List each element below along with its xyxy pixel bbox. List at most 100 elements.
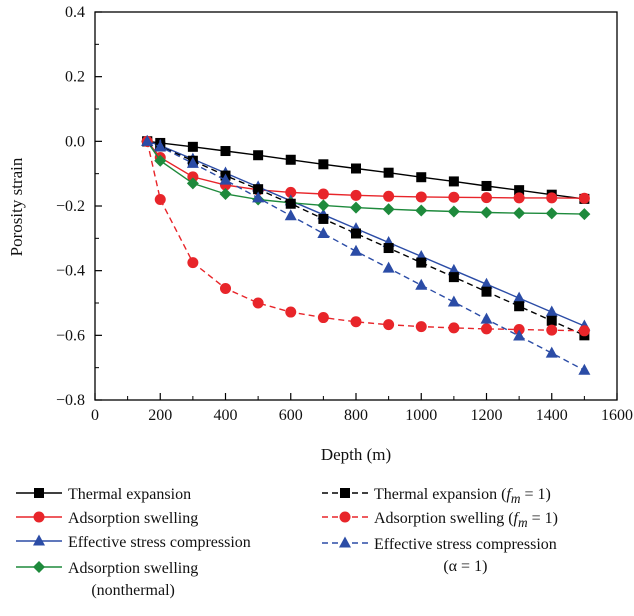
data-point-triangle bbox=[339, 536, 351, 548]
legend-label: Adsorption swelling (nonthermal) bbox=[68, 558, 198, 602]
legend: Thermal expansion Adsorption swelling Ef… bbox=[0, 478, 634, 616]
data-point-circle bbox=[317, 312, 329, 324]
data-point-square bbox=[318, 213, 329, 224]
series-6 bbox=[141, 134, 591, 375]
legend-label: Adsorption swelling bbox=[68, 510, 199, 527]
data-point-square bbox=[448, 176, 459, 187]
legend-swatch bbox=[16, 534, 62, 546]
legend-label-line1: Adsorption swelling bbox=[68, 560, 199, 577]
data-point-square bbox=[220, 146, 231, 157]
x-tick-label: 800 bbox=[344, 407, 368, 424]
data-point-triangle bbox=[513, 329, 526, 341]
legend-entry-adsorption-swelling-nonthermal: Adsorption swelling (nonthermal) bbox=[14, 558, 198, 602]
data-point-diamond bbox=[219, 188, 232, 201]
data-point-triangle bbox=[284, 209, 297, 221]
data-point-circle bbox=[33, 511, 45, 523]
data-point-circle bbox=[578, 192, 590, 204]
data-point-square bbox=[187, 141, 198, 152]
legend-swatch bbox=[16, 511, 62, 523]
data-point-triangle bbox=[186, 156, 199, 168]
data-point-diamond bbox=[186, 177, 199, 190]
legend-swatch bbox=[322, 511, 368, 523]
series-layer bbox=[141, 134, 591, 375]
x-tick-label: 1600 bbox=[601, 407, 633, 424]
x-axis-label: Depth (m) bbox=[321, 445, 391, 464]
data-point-triangle bbox=[219, 173, 232, 185]
legend-swatch bbox=[322, 536, 368, 548]
legend-label-line1: Effective stress compression bbox=[374, 536, 557, 553]
series-2 bbox=[141, 134, 591, 331]
data-point-circle bbox=[350, 316, 362, 328]
x-tick-label: 1000 bbox=[405, 407, 437, 424]
data-point-circle bbox=[187, 171, 199, 183]
data-point-diamond bbox=[33, 561, 45, 573]
data-point-triangle bbox=[545, 346, 558, 358]
data-point-square bbox=[383, 243, 394, 254]
legend-label: Thermal expansion bbox=[68, 486, 192, 503]
y-tick-label: −0.6 bbox=[56, 327, 85, 344]
data-point-square bbox=[351, 163, 361, 174]
data-point-circle bbox=[285, 306, 297, 318]
data-point-diamond bbox=[480, 206, 493, 219]
data-point-square bbox=[34, 488, 44, 498]
data-point-square bbox=[514, 301, 525, 312]
data-point-diamond bbox=[545, 207, 558, 220]
data-point-square bbox=[416, 172, 427, 183]
data-point-triangle bbox=[578, 363, 591, 375]
legend-label: Effective stress compression (α = 1) bbox=[374, 534, 557, 578]
legend-label: Effective stress compression bbox=[68, 534, 251, 551]
data-point-diamond bbox=[447, 205, 460, 218]
y-tick-label: −0.8 bbox=[56, 392, 85, 409]
data-point-triangle bbox=[317, 226, 330, 238]
data-point-square bbox=[481, 286, 492, 297]
data-point-triangle bbox=[252, 191, 265, 203]
data-point-diamond bbox=[350, 201, 362, 214]
legend-label: Thermal expansion (fm = 1) bbox=[374, 486, 551, 507]
legend-label-line2: (nonthermal) bbox=[91, 582, 175, 599]
y-tick-label: 0.0 bbox=[65, 133, 85, 150]
data-point-circle bbox=[383, 319, 395, 331]
data-point-diamond bbox=[415, 204, 428, 217]
data-point-circle bbox=[285, 186, 297, 198]
data-point-circle bbox=[481, 192, 492, 204]
legend-entry-thermal-expansion-fm1: Thermal expansion (fm = 1) bbox=[320, 484, 551, 510]
data-point-square bbox=[285, 198, 296, 209]
data-point-triangle bbox=[154, 140, 167, 152]
data-point-circle bbox=[252, 297, 264, 309]
data-point-circle bbox=[578, 325, 590, 337]
data-point-triangle bbox=[141, 134, 154, 146]
data-point-circle bbox=[339, 511, 351, 523]
data-point-circle bbox=[481, 323, 492, 335]
legend-label: Adsorption swelling (fm = 1) bbox=[374, 510, 558, 531]
x-tick-label: 1400 bbox=[536, 407, 568, 424]
chart: 0 200 400 600 800 1000 1200 1400 1600 −0.8 −0.6 −0.… bbox=[7, 4, 633, 464]
y-tick-label: 0.2 bbox=[65, 69, 85, 86]
series-line bbox=[146, 140, 585, 371]
series-3 bbox=[141, 135, 591, 221]
data-point-triangle bbox=[545, 305, 558, 317]
legend-entry-effective-stress-compression: Effective stress compression bbox=[14, 532, 251, 554]
data-point-triangle bbox=[415, 278, 428, 290]
y-tick-label: −0.4 bbox=[56, 263, 85, 280]
data-point-square bbox=[383, 167, 394, 178]
legend-entry-effective-stress-compression-alpha1: Effective stress compression (α = 1) bbox=[320, 534, 557, 578]
y-tick-label: 0.4 bbox=[65, 4, 85, 21]
data-point-circle bbox=[546, 192, 558, 204]
data-point-circle bbox=[448, 191, 460, 203]
data-point-triangle bbox=[480, 277, 493, 289]
x-tick-label: 200 bbox=[148, 407, 172, 424]
series-line bbox=[146, 141, 585, 332]
legend-entry-thermal-expansion: Thermal expansion bbox=[14, 484, 191, 506]
y-tick-label: −0.2 bbox=[56, 198, 85, 215]
data-point-square bbox=[351, 228, 361, 239]
series-line bbox=[146, 140, 585, 336]
legend-label-line2: (α = 1) bbox=[443, 558, 488, 575]
data-point-diamond bbox=[578, 208, 591, 221]
data-point-triangle bbox=[447, 263, 460, 275]
x-tick-label: 400 bbox=[214, 407, 238, 424]
data-point-square bbox=[285, 154, 296, 165]
data-point-circle bbox=[317, 188, 329, 200]
data-point-circle bbox=[383, 190, 395, 202]
data-point-square bbox=[318, 159, 329, 170]
data-point-diamond bbox=[513, 207, 526, 220]
